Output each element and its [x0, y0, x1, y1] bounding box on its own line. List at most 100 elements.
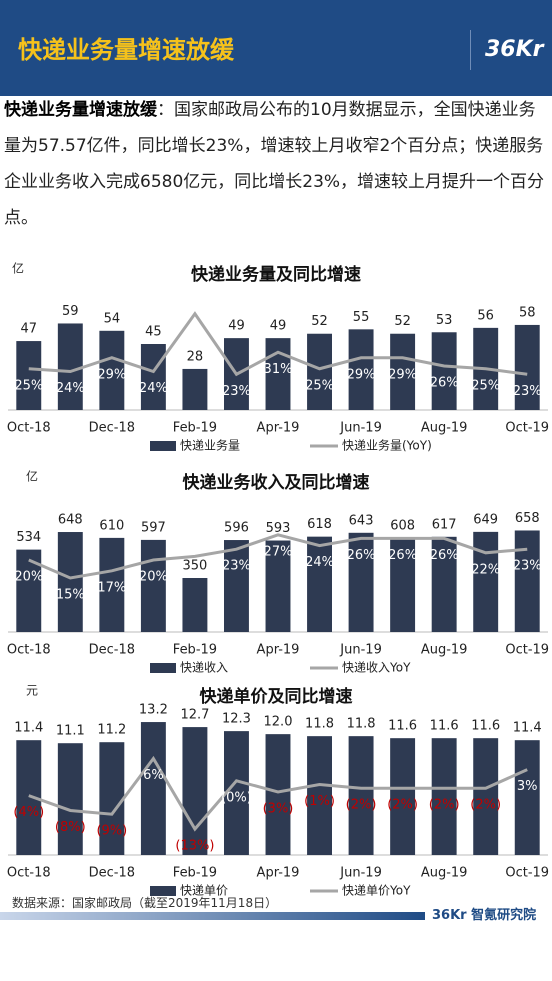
body: ：国家邮政局公布的10月数据显示，全国快递业务量为57.57亿件，同比增长23%… [4, 100, 545, 228]
chart-title: 快递业务收入及同比增速 [183, 472, 370, 493]
bar [390, 738, 416, 855]
yoy-label: 27% [264, 544, 293, 559]
yoy-label: 23% [513, 384, 542, 399]
bar-value-label: 28 [187, 349, 204, 364]
bar [265, 734, 291, 855]
x-tick-label: Oct-19 [505, 421, 549, 436]
x-tick-label: Feb-19 [173, 866, 217, 881]
bar [16, 341, 42, 410]
bar-value-label: 649 [473, 512, 498, 527]
bar [348, 329, 374, 410]
bar [99, 330, 125, 410]
bar [514, 740, 540, 855]
bar-value-label: 11.8 [347, 717, 376, 732]
bar [348, 736, 374, 855]
yoy-label: 22% [471, 562, 500, 577]
yoy-label: (9%) [96, 824, 127, 839]
yoy-label: 23% [222, 384, 251, 399]
legend-swatch [150, 886, 176, 896]
yoy-label: (4%) [13, 805, 44, 820]
x-tick-label: Apr-19 [257, 421, 300, 436]
bar-value-label: 52 [311, 314, 328, 329]
yoy-label: (0%) [221, 790, 252, 805]
yoy-label: (1%) [304, 794, 335, 809]
bar [514, 324, 540, 410]
bar-value-label: 610 [99, 518, 124, 533]
bar [57, 532, 83, 632]
yoy-label: 24% [305, 555, 334, 570]
bar-value-label: 596 [224, 521, 249, 536]
yoy-label: (8%) [55, 820, 86, 835]
legend-label: 快递业务量(YoY) [342, 438, 432, 453]
yoy-line [28, 755, 528, 832]
bar [431, 536, 457, 632]
yoy-label: 29% [388, 367, 417, 382]
x-tick-label: Dec-18 [89, 643, 135, 658]
yoy-label: 26% [388, 548, 417, 563]
x-tick-label: Jun-19 [339, 866, 382, 881]
x-tick-label: Oct-19 [505, 643, 549, 658]
bar-value-label: 59 [62, 304, 79, 319]
bar [57, 743, 83, 855]
yoy-label: 29% [347, 367, 376, 382]
yoy-label: 24% [139, 381, 168, 396]
bar-value-label: 593 [266, 521, 291, 536]
bar [16, 549, 42, 632]
x-tick-label: Feb-19 [173, 643, 217, 658]
yoy-line [28, 311, 528, 377]
bar [307, 736, 332, 855]
x-tick-label: Oct-19 [505, 866, 549, 881]
unit-label: 元 [26, 684, 38, 698]
x-tick-label: Aug-19 [421, 866, 468, 881]
chart-title: 快递单价及同比增速 [200, 686, 353, 707]
bar-value-label: 608 [390, 519, 415, 534]
legend-label: 快递单价 [180, 884, 228, 898]
yoy-label: 31% [264, 362, 293, 377]
chart-title: 快递业务量及同比增速 [191, 264, 361, 285]
bar-value-label: 52 [394, 314, 411, 329]
x-tick-label: Aug-19 [421, 421, 468, 436]
yoy-label: 25% [14, 378, 43, 393]
unit-label: 亿 [26, 469, 38, 484]
bar-value-label: 11.6 [471, 719, 500, 734]
bar-value-label: 11.6 [430, 719, 459, 734]
bar [307, 333, 332, 410]
source: 数据来源：国家邮政局（截至2019年11月18日） [12, 896, 278, 910]
yoy-label: (2%) [387, 798, 418, 813]
bar [390, 538, 416, 632]
bar-value-label: 55 [353, 310, 370, 325]
bar-value-label: 350 [183, 559, 208, 574]
x-tick-label: Oct-18 [7, 421, 51, 436]
yoy-label: 15% [56, 588, 85, 603]
bar [140, 344, 166, 410]
bar [140, 539, 166, 632]
bar-value-label: 13.2 [139, 703, 168, 718]
yoy-label: 17% [97, 580, 126, 595]
yoy-label: (2%) [346, 798, 377, 813]
bar [140, 722, 166, 855]
x-tick-label: Dec-18 [89, 866, 135, 881]
bar [514, 530, 540, 632]
bar-value-label: 56 [477, 308, 494, 323]
yoy-label: 23% [513, 559, 542, 574]
bar-value-label: 47 [20, 322, 37, 337]
yoy-label: 25% [471, 378, 500, 393]
bar-value-label: 58 [519, 305, 536, 320]
yoy-label: (3%) [263, 801, 294, 816]
footer-bar [0, 912, 425, 920]
bar [307, 536, 332, 632]
yoy-label: 26% [430, 376, 459, 391]
bar [99, 537, 125, 632]
bar-value-label: 11.2 [97, 723, 126, 738]
x-tick-label: Aug-19 [421, 643, 468, 658]
bar-value-label: 45 [145, 325, 162, 340]
bar [265, 540, 291, 632]
yoy-label: 6% [143, 768, 164, 783]
bar [390, 333, 416, 410]
bar [182, 578, 208, 632]
logo: 36Kr [470, 30, 544, 70]
x-tick-label: Oct-18 [7, 866, 51, 881]
yoy-label: 23% [222, 559, 251, 574]
bar-value-label: 597 [141, 520, 166, 535]
